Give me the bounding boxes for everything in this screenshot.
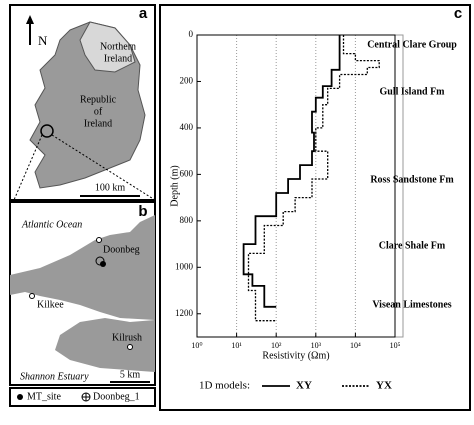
panel-c-frame [159,4,471,411]
legend-label: MT_site [27,391,61,402]
model-line [242,35,341,308]
annotation: Ross Sandstone Fm [370,174,454,185]
north-arrow-head [26,15,34,24]
x-tick-label: 10³ [311,341,322,350]
annotation: Visean Limestones [372,299,451,310]
north-label: N [38,33,48,48]
y-tick-label: 1200 [175,308,194,318]
place-label: Kilkee [37,299,64,310]
town [29,293,35,299]
legend-label: YX [376,380,392,392]
annotation: Central Clare Group [367,39,457,50]
town [96,237,102,243]
x-tick-label: 10⁰ [191,341,202,350]
annotation: Clare Shale Fm [379,240,446,251]
model-line [247,35,380,322]
legend-title: 1D models: [199,380,250,392]
panel-label: c [454,5,462,22]
panel-label: a [139,5,148,22]
plot-frame [196,34,396,338]
town [127,344,133,350]
map-label: Atlantic Ocean [21,219,82,230]
zoom-line [51,134,156,201]
annotation: Gull Island Fm [379,86,445,97]
scale-label: 5 km [120,369,141,380]
y-tick-label: 600 [180,168,194,178]
map-label: Republic [80,94,117,105]
land [55,318,155,372]
scale-label: 100 km [95,182,126,193]
annotation-column [394,34,404,338]
legend-label: Doonbeg_1 [93,391,140,402]
well [95,256,105,266]
y-tick-label: 0 [189,29,194,39]
x-axis-label: Resistivity (Ωm) [262,350,329,361]
panel-label: b [138,203,147,220]
y-axis-label: Depth (m) [169,165,180,206]
y-tick-label: 1000 [175,261,194,271]
map-label: of [94,106,103,117]
x-tick-label: 10⁴ [350,341,361,350]
y-tick-label: 400 [180,122,194,132]
study-area [40,124,54,138]
legend-label: XY [296,380,312,392]
y-tick-label: 200 [180,76,194,86]
place-label: Doonbeg [103,244,140,255]
map-label: Northern [100,41,136,52]
x-tick-label: 10² [271,341,282,350]
x-tick-label: 10⁵ [390,341,401,350]
map-label: Ireland [104,53,132,64]
northern-ireland [79,21,136,73]
map-label: Ireland [84,118,112,129]
x-tick-label: 10¹ [231,341,242,350]
y-tick-label: 800 [180,215,194,225]
legend-symbol [17,394,23,400]
land [10,215,155,320]
map-label: Shannon Estuary [20,371,89,382]
place-label: Kilrush [112,332,142,343]
